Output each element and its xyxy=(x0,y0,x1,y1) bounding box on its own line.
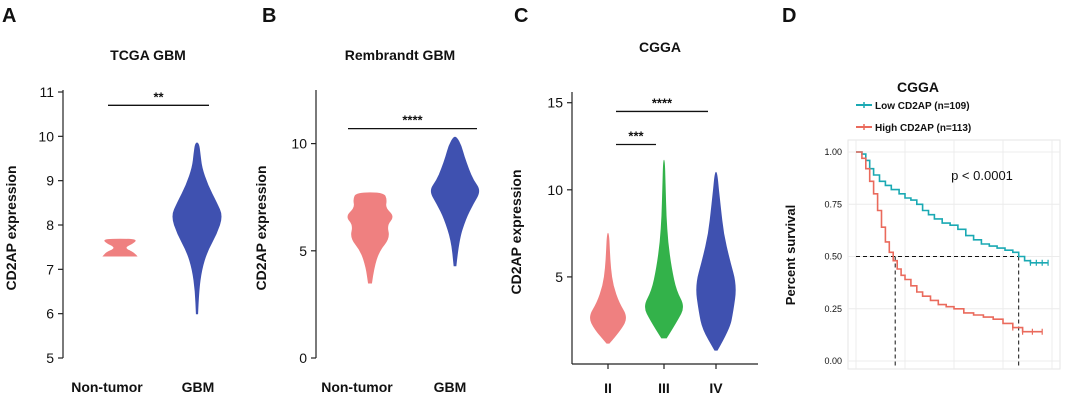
violin-gbm xyxy=(430,136,480,267)
panel-b-ylabel: CD2AP expression xyxy=(253,165,269,290)
legend-label-high: High CD2AP (n=113) xyxy=(875,123,971,134)
y-tick-label: 0.50 xyxy=(824,252,842,262)
significance-label: **** xyxy=(402,113,423,128)
significance-label: ** xyxy=(153,89,164,104)
y-tick-label: 10 xyxy=(38,128,54,144)
panel-b: B Rembrandt GBM CD2AP expression 0 5 10 **… xyxy=(253,5,480,395)
panel-d: D CGGA Low CD2AP (n=109) High CD2AP (n=11… xyxy=(782,5,1061,370)
x-tick-label-iii: III xyxy=(658,380,670,396)
y-tick-label: 10 xyxy=(291,136,307,152)
significance-label: **** xyxy=(652,95,673,110)
y-tick-label: 10 xyxy=(547,182,563,198)
y-tick-label: 8 xyxy=(46,217,54,233)
panel-a-ylabel: CD2AP expression xyxy=(3,165,19,290)
significance-label: *** xyxy=(628,129,644,144)
y-tick-label: 11 xyxy=(39,84,54,100)
panel-letter-c: C xyxy=(514,5,528,27)
y-tick-label: 0.00 xyxy=(824,356,842,366)
survival-curve-low xyxy=(856,151,1049,264)
panel-a-title: TCGA GBM xyxy=(110,47,186,63)
panel-c-violins xyxy=(590,159,736,351)
legend-label-low: Low CD2AP (n=109) xyxy=(875,101,970,112)
violin-non-tumor xyxy=(102,238,138,257)
violin-non-tumor xyxy=(347,192,393,284)
y-tick-label: 5 xyxy=(46,350,54,366)
y-tick-label: 9 xyxy=(46,173,54,189)
panel-a-xlabel-nontumor: Non-tumor xyxy=(71,379,143,395)
panel-letter-d: D xyxy=(782,5,796,27)
panel-b-yticks: 0 5 10 xyxy=(291,136,316,366)
panel-b-xlabel-nontumor: Non-tumor xyxy=(321,379,393,395)
panel-d-title: CGGA xyxy=(897,79,939,95)
y-tick-label: 0.75 xyxy=(824,199,842,209)
y-tick-label: 6 xyxy=(46,306,54,322)
violin-gbm xyxy=(172,142,222,315)
y-tick-label: 0.25 xyxy=(824,304,842,314)
violin-iv xyxy=(696,171,736,351)
panel-b-violins xyxy=(347,136,480,284)
panel-a-xlabel-gbm: GBM xyxy=(182,379,215,395)
panel-c-title: CGGA xyxy=(639,39,681,55)
panel-a-violins xyxy=(102,142,222,315)
y-tick-label: 5 xyxy=(555,269,563,285)
panel-letter-a: A xyxy=(2,5,16,27)
panel-a-significance: ** xyxy=(108,89,209,106)
y-tick-label: 5 xyxy=(299,243,307,259)
panel-c-significance: ******* xyxy=(616,95,708,146)
panel-b-significance: **** xyxy=(348,113,477,130)
panel-b-title: Rembrandt GBM xyxy=(345,47,455,63)
x-tick-label-iv: IV xyxy=(709,380,723,396)
violin-iii xyxy=(645,159,683,339)
y-tick-label: 0 xyxy=(299,350,307,366)
violin-ii xyxy=(590,232,626,344)
panel-d-ylabel: Percent survival xyxy=(783,205,798,305)
panel-a-yticks: 5 6 7 8 9 10 11 xyxy=(38,84,63,366)
y-tick-label: 1.00 xyxy=(824,147,842,157)
panel-d-yticks: 0.00 0.25 0.50 0.75 1.00 xyxy=(824,147,842,366)
y-tick-label: 15 xyxy=(547,95,563,111)
panel-a: A TCGA GBM CD2AP expression 5 6 7 8 9 10 11 **… xyxy=(2,5,222,395)
x-tick-label-ii: II xyxy=(604,380,612,396)
panel-c-ylabel: CD2AP expression xyxy=(508,169,524,294)
panel-b-xlabel-gbm: GBM xyxy=(434,379,467,395)
panel-c-yticks: 5 10 15 xyxy=(547,95,572,285)
panel-d-median-lines xyxy=(856,256,1020,366)
panel-letter-b: B xyxy=(262,5,276,27)
survival-curve-high xyxy=(856,151,1043,333)
panel-d-survival-curves xyxy=(856,151,1049,335)
y-tick-label: 7 xyxy=(46,261,54,277)
panel-c-xticks: II III IV xyxy=(604,364,723,396)
panel-d-pvalue: p < 0.0001 xyxy=(951,168,1013,183)
panel-d-legend: Low CD2AP (n=109) High CD2AP (n=113) xyxy=(856,101,971,134)
